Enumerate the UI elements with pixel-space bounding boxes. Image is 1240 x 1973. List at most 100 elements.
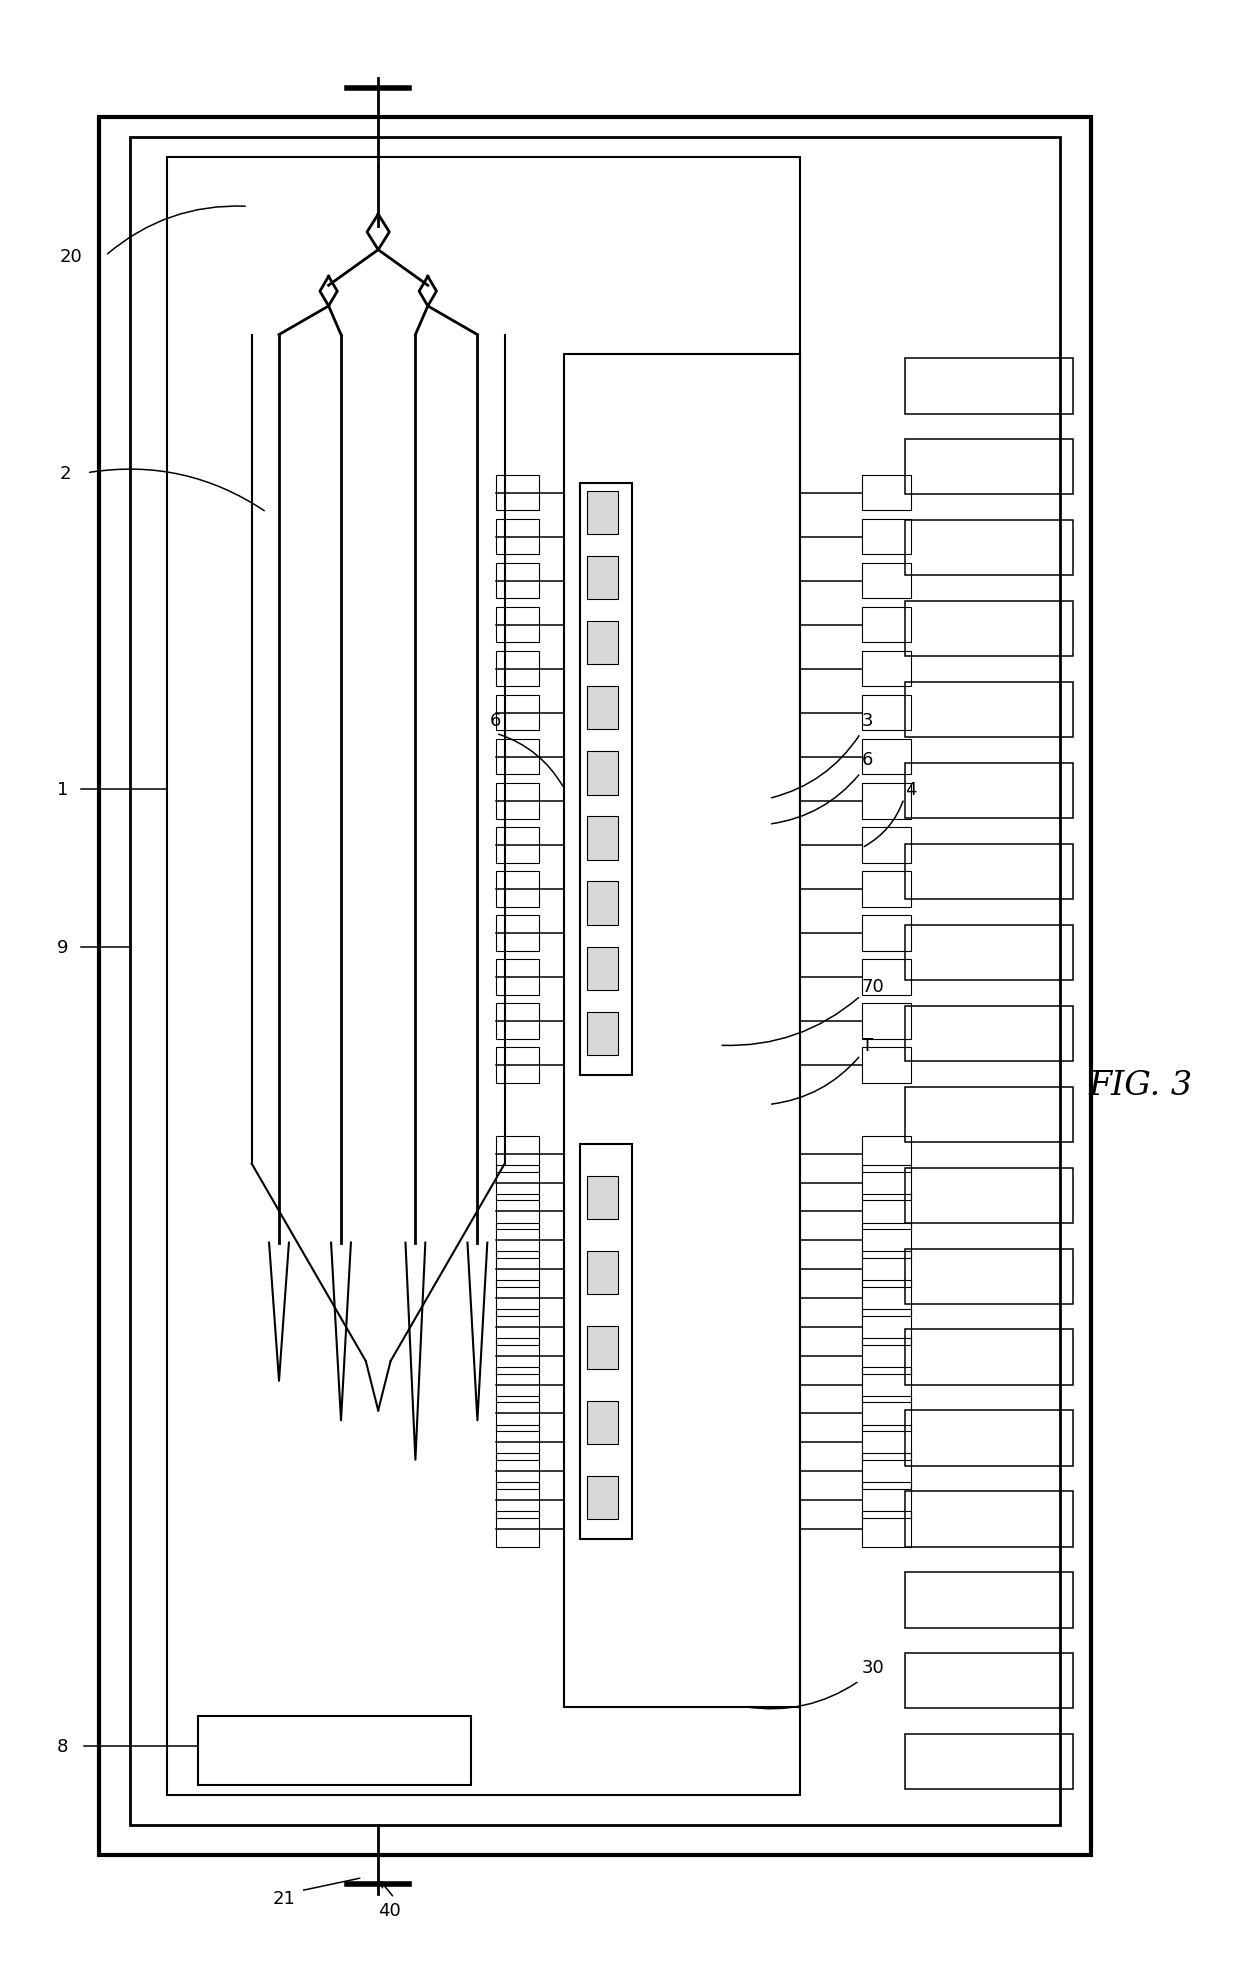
Bar (587, 1326, 618, 1369)
Bar (905, 1006, 1073, 1061)
Bar (905, 1330, 1073, 1385)
Bar (496, 651, 539, 687)
Bar (496, 1280, 539, 1316)
Bar (580, 483, 632, 1075)
Bar (496, 1397, 539, 1432)
Bar (99, 118, 1091, 1855)
Bar (496, 1482, 539, 1517)
Bar (587, 1176, 618, 1219)
Bar (862, 1251, 911, 1286)
Bar (862, 1223, 911, 1259)
Bar (564, 355, 800, 1707)
Bar (167, 158, 800, 1795)
Bar (862, 783, 911, 819)
Text: 2: 2 (60, 464, 71, 483)
Text: 6: 6 (862, 750, 873, 769)
Bar (587, 621, 618, 665)
Bar (905, 764, 1073, 819)
Bar (496, 608, 539, 643)
Bar (130, 138, 1060, 1825)
Bar (905, 1734, 1073, 1790)
Bar (862, 1280, 911, 1316)
Bar (905, 1087, 1073, 1142)
Bar (905, 521, 1073, 576)
Text: 21: 21 (273, 1888, 295, 1908)
Bar (587, 947, 618, 990)
Bar (496, 827, 539, 862)
Bar (862, 1136, 911, 1172)
Bar (905, 1249, 1073, 1304)
Bar (905, 359, 1073, 414)
Bar (862, 1511, 911, 1547)
Bar (862, 564, 911, 600)
Bar (862, 1338, 911, 1373)
Bar (862, 959, 911, 994)
Bar (496, 564, 539, 600)
Bar (580, 1144, 632, 1539)
Bar (905, 1572, 1073, 1628)
Bar (587, 687, 618, 730)
Bar (862, 519, 911, 554)
Bar (496, 915, 539, 951)
Bar (496, 1004, 539, 1040)
Bar (496, 1310, 539, 1346)
Bar (862, 1004, 911, 1040)
Bar (496, 1425, 539, 1460)
Bar (862, 1310, 911, 1346)
Bar (862, 1397, 911, 1432)
Bar (496, 519, 539, 554)
Text: 9: 9 (57, 937, 68, 957)
Bar (905, 1168, 1073, 1223)
Text: 70: 70 (862, 977, 884, 996)
Text: 6: 6 (490, 710, 501, 730)
Bar (587, 1251, 618, 1294)
Bar (496, 740, 539, 775)
Bar (496, 1367, 539, 1403)
Bar (496, 872, 539, 908)
Bar (862, 827, 911, 862)
Bar (862, 915, 911, 951)
Text: 8: 8 (57, 1736, 68, 1756)
Bar (496, 1223, 539, 1259)
Bar (496, 1511, 539, 1547)
Bar (862, 872, 911, 908)
Bar (905, 925, 1073, 981)
Text: 40: 40 (378, 1900, 401, 1920)
Text: 3: 3 (862, 710, 873, 730)
Bar (587, 882, 618, 925)
Bar (587, 752, 618, 795)
Bar (862, 1425, 911, 1460)
Bar (198, 1717, 471, 1786)
Bar (862, 696, 911, 732)
Text: 4: 4 (905, 779, 916, 799)
Bar (862, 1194, 911, 1229)
Bar (496, 1048, 539, 1083)
Text: 1: 1 (57, 779, 68, 799)
Bar (587, 1476, 618, 1519)
Bar (862, 651, 911, 687)
Bar (587, 556, 618, 600)
Bar (905, 844, 1073, 900)
Bar (862, 608, 911, 643)
Bar (496, 1166, 539, 1202)
Bar (862, 1048, 911, 1083)
Text: FIG. 3: FIG. 3 (1089, 1069, 1193, 1101)
Bar (496, 783, 539, 819)
Bar (587, 817, 618, 860)
Bar (862, 1166, 911, 1202)
Bar (496, 1136, 539, 1172)
Bar (862, 1367, 911, 1403)
Text: 30: 30 (862, 1657, 884, 1677)
Bar (496, 1194, 539, 1229)
Text: T: T (862, 1036, 873, 1056)
Bar (587, 1012, 618, 1056)
Bar (496, 696, 539, 732)
Bar (905, 1653, 1073, 1709)
Bar (496, 1251, 539, 1286)
Bar (862, 475, 911, 511)
Bar (496, 959, 539, 994)
Bar (905, 1492, 1073, 1547)
Bar (905, 683, 1073, 738)
Bar (905, 440, 1073, 495)
Bar (496, 1338, 539, 1373)
